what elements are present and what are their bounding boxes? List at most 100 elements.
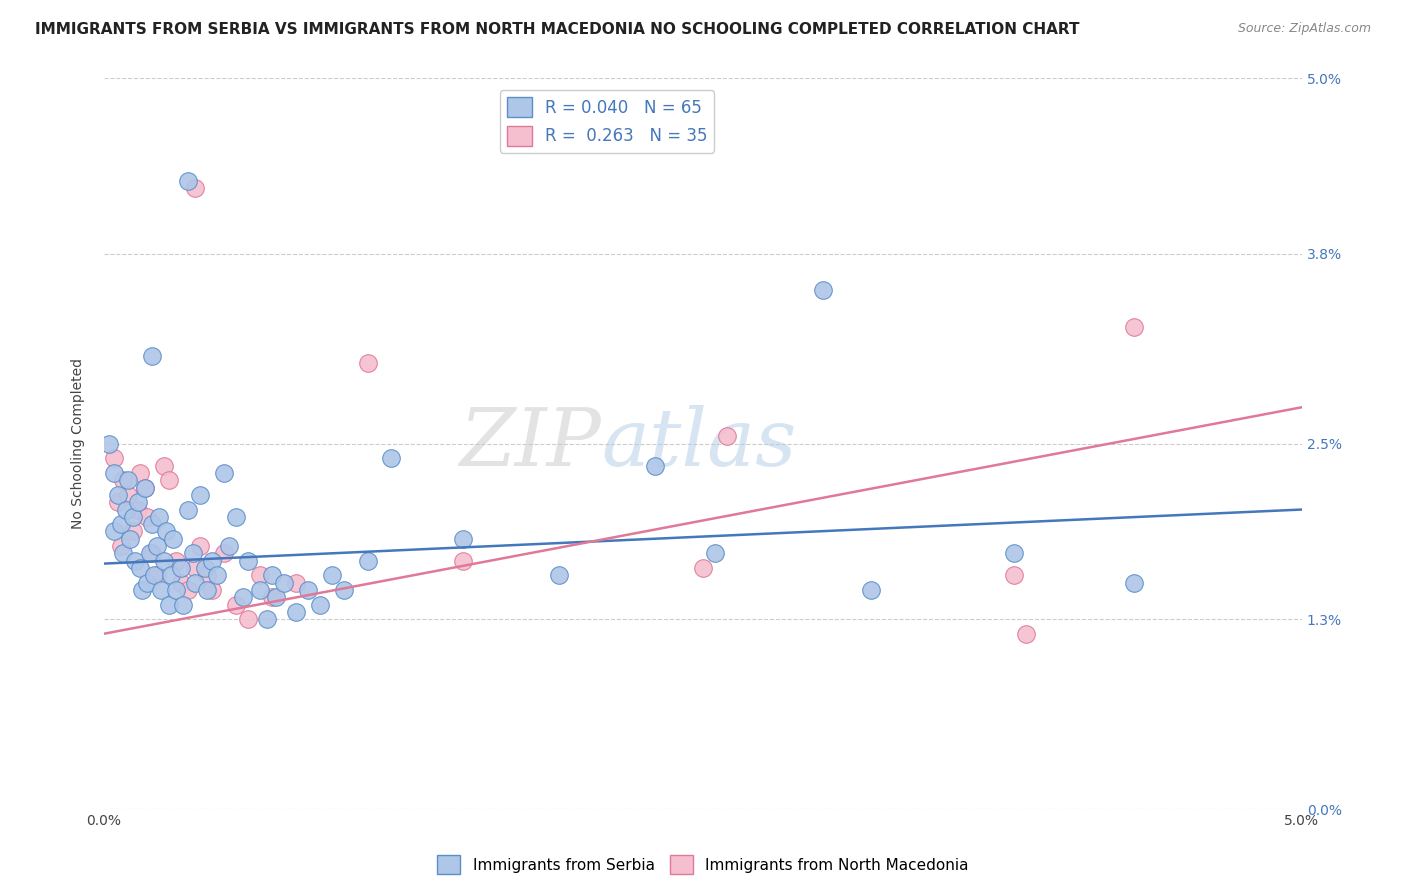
Point (1015, 626, 1038, 640)
Point (177, 582, 200, 597)
Point (121, 509, 143, 524)
Point (107, 488, 129, 502)
Point (165, 582, 187, 597)
Point (127, 502, 149, 516)
Point (236, 612, 259, 626)
Point (225, 598, 247, 612)
Point (1123, 319, 1146, 334)
Point (184, 181, 207, 195)
Point (225, 509, 247, 524)
Point (138, 546, 160, 560)
Point (157, 473, 180, 487)
Point (332, 582, 354, 597)
Point (703, 546, 725, 560)
Point (150, 582, 173, 597)
Text: ZIP: ZIP (460, 405, 602, 483)
Point (256, 612, 278, 626)
Point (266, 591, 288, 605)
Legend: Immigrants from Serbia, Immigrants from North Macedonia: Immigrants from Serbia, Immigrants from … (432, 849, 974, 880)
Point (356, 356, 378, 370)
Point (218, 539, 240, 553)
Point (273, 575, 295, 590)
Point (148, 509, 170, 524)
Point (195, 568, 218, 582)
Point (103, 466, 125, 480)
Point (811, 284, 834, 298)
Point (136, 509, 159, 524)
Point (141, 517, 163, 532)
Point (249, 568, 271, 582)
Point (284, 605, 307, 619)
Point (120, 532, 142, 546)
Point (112, 473, 135, 487)
Point (184, 561, 207, 575)
Point (453, 554, 475, 568)
Point (157, 598, 180, 612)
Point (110, 517, 132, 532)
Point (141, 546, 163, 560)
Point (134, 481, 156, 495)
Point (117, 488, 139, 502)
Point (129, 561, 152, 575)
Point (121, 524, 143, 539)
Point (110, 539, 132, 553)
Point (212, 466, 235, 480)
Point (112, 546, 135, 560)
Point (201, 554, 224, 568)
Point (380, 451, 402, 466)
Point (155, 524, 177, 539)
Point (160, 568, 183, 582)
Point (716, 429, 738, 443)
Point (165, 554, 187, 568)
Text: IMMIGRANTS FROM SERBIA VS IMMIGRANTS FROM NORTH MACEDONIA NO SCHOOLING COMPLETED: IMMIGRANTS FROM SERBIA VS IMMIGRANTS FRO… (35, 22, 1080, 37)
Legend: R = 0.040   N = 65, R =  0.263   N = 35: R = 0.040 N = 65, R = 0.263 N = 35 (501, 90, 714, 153)
Point (859, 582, 882, 597)
Point (205, 568, 228, 582)
Point (177, 174, 200, 188)
Point (134, 481, 156, 495)
Point (1002, 568, 1025, 582)
Point (127, 495, 149, 509)
Point (297, 582, 319, 597)
Point (103, 524, 125, 539)
Point (308, 598, 330, 612)
Point (692, 561, 714, 575)
Point (195, 582, 218, 597)
Point (129, 466, 152, 480)
Point (249, 582, 271, 597)
Point (181, 546, 204, 560)
Point (145, 539, 167, 553)
Point (169, 575, 191, 590)
Point (1002, 546, 1025, 560)
Point (201, 582, 224, 597)
Point (260, 568, 283, 582)
Point (153, 458, 176, 473)
Point (97, 437, 120, 451)
Point (153, 554, 176, 568)
Point (177, 502, 200, 516)
Y-axis label: No Schooling Completed: No Schooling Completed (72, 359, 86, 529)
Point (284, 575, 307, 590)
Point (188, 488, 211, 502)
Point (114, 502, 136, 516)
Point (188, 539, 211, 553)
Point (236, 554, 259, 568)
Point (162, 532, 184, 546)
Point (141, 349, 163, 363)
Point (194, 561, 217, 575)
Point (107, 495, 129, 509)
Point (212, 546, 235, 560)
Point (548, 568, 571, 582)
Point (260, 591, 283, 605)
Point (453, 532, 475, 546)
Point (644, 458, 666, 473)
Point (131, 582, 153, 597)
Point (356, 554, 378, 568)
Point (1123, 575, 1146, 590)
Point (143, 568, 166, 582)
Point (136, 575, 159, 590)
Point (169, 561, 191, 575)
Point (184, 575, 207, 590)
Point (145, 568, 167, 582)
Point (232, 591, 254, 605)
